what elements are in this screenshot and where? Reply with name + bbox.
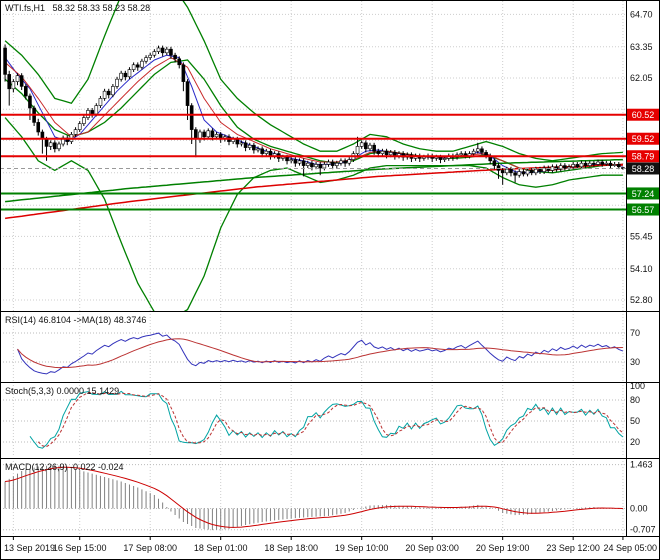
- svg-text:64.70: 64.70: [630, 9, 653, 19]
- bollinger-upper: [4, 1, 623, 162]
- svg-text:20: 20: [630, 437, 640, 447]
- svg-text:80: 80: [630, 395, 640, 405]
- axis-level-badge: [627, 203, 659, 216]
- svg-text:17 Sep 08:00: 17 Sep 08:00: [123, 543, 177, 553]
- svg-text:70: 70: [630, 328, 640, 338]
- axis-level-badge: [627, 132, 659, 145]
- price-axis: 64.70 63.35 62.05 55.45 54.10 52.80 60.52 59.52…: [627, 9, 659, 305]
- price-levels: [0, 113, 626, 211]
- axis-level-badge: [627, 187, 659, 200]
- stoch-panel: 100 80 50 20: [0, 381, 645, 449]
- svg-text:16 Sep 15:00: 16 Sep 15:00: [53, 543, 107, 553]
- svg-text:58.28: 58.28: [632, 164, 655, 174]
- svg-text:55.45: 55.45: [630, 231, 653, 241]
- macd-signal-line: [5, 466, 623, 528]
- svg-text:13 Sep 2019: 13 Sep 2019: [4, 543, 55, 553]
- svg-text:58.79: 58.79: [632, 152, 655, 162]
- svg-text:24 Sep 05:00: 24 Sep 05:00: [603, 543, 657, 553]
- svg-text:62.05: 62.05: [630, 73, 653, 83]
- candles-layer: [3, 44, 625, 185]
- svg-text:20 Sep 19:00: 20 Sep 19:00: [476, 543, 530, 553]
- svg-text:100: 100: [630, 381, 645, 391]
- svg-text:-0.707: -0.707: [630, 525, 656, 535]
- svg-text:63.35: 63.35: [630, 42, 653, 52]
- stoch-k-line: [29, 390, 624, 449]
- svg-text:50: 50: [630, 416, 640, 426]
- svg-text:19 Sep 10:00: 19 Sep 10:00: [335, 543, 389, 553]
- svg-text:1.463: 1.463: [630, 460, 653, 470]
- svg-text:20 Sep 03:00: 20 Sep 03:00: [405, 543, 459, 553]
- rsi-panel: 70 30: [0, 328, 640, 375]
- svg-text:23 Sep 12:00: 23 Sep 12:00: [546, 543, 600, 553]
- svg-text:57.24: 57.24: [632, 189, 655, 199]
- macd-panel: 1.463 0.00 -0.707: [0, 460, 656, 535]
- axis-level-badge: [627, 108, 659, 121]
- svg-text:0.00: 0.00: [630, 504, 648, 514]
- svg-text:18 Sep 18:00: 18 Sep 18:00: [264, 543, 318, 553]
- svg-text:30: 30: [630, 357, 640, 367]
- svg-text:60.52: 60.52: [632, 110, 655, 120]
- bollinger-lower: [4, 117, 623, 311]
- trend-support-green: [5, 158, 623, 203]
- svg-text:56.57: 56.57: [632, 205, 655, 215]
- svg-text:18 Sep 01:00: 18 Sep 01:00: [194, 543, 248, 553]
- rsi-ma-line: [17, 338, 623, 369]
- svg-text:59.52: 59.52: [632, 134, 655, 144]
- svg-text:54.10: 54.10: [630, 264, 653, 274]
- svg-text:52.80: 52.80: [630, 295, 653, 305]
- axis-level-badge: [627, 162, 659, 175]
- axis-level-badge: [627, 150, 659, 163]
